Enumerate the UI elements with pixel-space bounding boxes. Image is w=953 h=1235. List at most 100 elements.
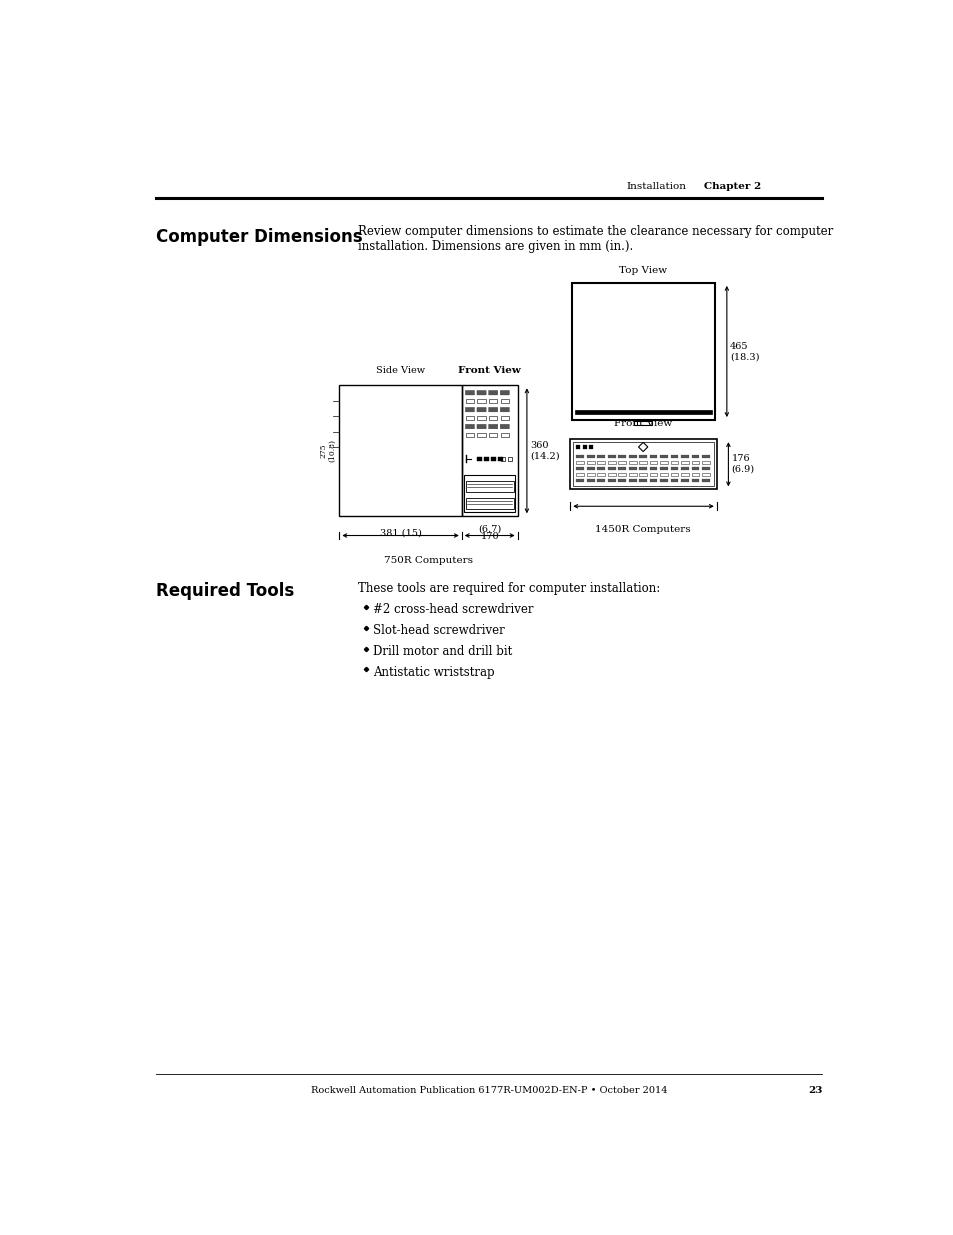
- Bar: [618, 454, 625, 458]
- Bar: [573, 442, 713, 487]
- Text: Antistatic wriststrap: Antistatic wriststrap: [373, 666, 495, 679]
- Text: Rockwell Automation Publication 6177R-UM002D-EN-P • October 2014: Rockwell Automation Publication 6177R-UM…: [311, 1086, 666, 1095]
- Bar: [588, 446, 592, 448]
- Bar: [618, 473, 625, 477]
- Bar: [465, 498, 513, 509]
- Text: Top View: Top View: [618, 267, 666, 275]
- FancyBboxPatch shape: [465, 408, 474, 412]
- Bar: [607, 467, 615, 471]
- Bar: [618, 467, 625, 471]
- Bar: [691, 454, 699, 458]
- Bar: [586, 479, 594, 483]
- Bar: [576, 461, 583, 464]
- Bar: [628, 473, 636, 477]
- Bar: [680, 473, 688, 477]
- Text: Side View: Side View: [375, 367, 425, 375]
- Text: These tools are required for computer installation:: These tools are required for computer in…: [357, 582, 659, 595]
- Bar: [639, 454, 646, 458]
- Bar: [649, 479, 657, 483]
- Text: Drill motor and drill bit: Drill motor and drill bit: [373, 645, 512, 658]
- Bar: [701, 467, 709, 471]
- Bar: [500, 457, 505, 461]
- FancyBboxPatch shape: [476, 425, 486, 429]
- Text: 360
(14.2): 360 (14.2): [530, 441, 559, 461]
- Bar: [465, 399, 474, 403]
- Bar: [659, 479, 667, 483]
- Text: 170: 170: [480, 532, 498, 541]
- Bar: [582, 446, 586, 448]
- Bar: [639, 461, 646, 464]
- Text: Slot-head screwdriver: Slot-head screwdriver: [373, 624, 505, 637]
- Bar: [476, 457, 481, 461]
- Bar: [628, 467, 636, 471]
- Text: Installation: Installation: [626, 182, 686, 190]
- Bar: [476, 416, 485, 420]
- Bar: [465, 433, 474, 437]
- Bar: [497, 457, 502, 461]
- Bar: [670, 473, 678, 477]
- Text: 275
(10.8): 275 (10.8): [319, 440, 336, 462]
- Text: Chapter 2: Chapter 2: [703, 182, 760, 190]
- FancyBboxPatch shape: [499, 408, 509, 412]
- Bar: [488, 416, 497, 420]
- Bar: [491, 457, 496, 461]
- Bar: [576, 479, 583, 483]
- Text: Required Tools: Required Tools: [155, 582, 294, 600]
- Bar: [576, 467, 583, 471]
- Text: (6.7): (6.7): [477, 525, 500, 534]
- Bar: [476, 399, 485, 403]
- Bar: [633, 421, 652, 425]
- Text: 381 (15): 381 (15): [379, 529, 421, 537]
- Bar: [649, 467, 657, 471]
- Bar: [507, 457, 512, 461]
- FancyBboxPatch shape: [488, 425, 497, 429]
- Bar: [464, 475, 515, 513]
- Text: Front View: Front View: [614, 419, 672, 427]
- Bar: [488, 433, 497, 437]
- FancyBboxPatch shape: [476, 390, 486, 395]
- Bar: [597, 473, 604, 477]
- Text: #2 cross-head screwdriver: #2 cross-head screwdriver: [373, 603, 534, 616]
- Bar: [628, 479, 636, 483]
- Text: 23: 23: [807, 1086, 821, 1095]
- Bar: [476, 433, 485, 437]
- Text: 1450R Computers: 1450R Computers: [595, 526, 690, 535]
- FancyBboxPatch shape: [465, 425, 474, 429]
- Bar: [597, 467, 604, 471]
- Bar: [607, 461, 615, 464]
- Bar: [639, 479, 646, 483]
- Bar: [586, 454, 594, 458]
- Bar: [575, 410, 711, 414]
- Bar: [618, 479, 625, 483]
- Bar: [701, 461, 709, 464]
- Bar: [701, 479, 709, 483]
- Bar: [339, 385, 461, 516]
- Bar: [701, 454, 709, 458]
- Bar: [607, 454, 615, 458]
- Bar: [691, 467, 699, 471]
- Bar: [670, 467, 678, 471]
- Bar: [500, 416, 509, 420]
- Bar: [659, 467, 667, 471]
- Bar: [500, 399, 509, 403]
- Bar: [576, 454, 583, 458]
- Bar: [597, 454, 604, 458]
- Bar: [639, 467, 646, 471]
- Bar: [461, 385, 517, 516]
- Bar: [618, 461, 625, 464]
- FancyBboxPatch shape: [499, 425, 509, 429]
- Text: 465
(18.3): 465 (18.3): [729, 342, 759, 361]
- Text: 750R Computers: 750R Computers: [383, 556, 473, 564]
- Bar: [659, 473, 667, 477]
- Bar: [628, 461, 636, 464]
- Bar: [465, 480, 513, 492]
- Bar: [680, 467, 688, 471]
- Bar: [659, 461, 667, 464]
- Bar: [607, 473, 615, 477]
- Bar: [691, 473, 699, 477]
- Bar: [670, 454, 678, 458]
- Text: Computer Dimensions: Computer Dimensions: [155, 227, 362, 246]
- FancyBboxPatch shape: [488, 390, 497, 395]
- Bar: [670, 461, 678, 464]
- Bar: [500, 433, 509, 437]
